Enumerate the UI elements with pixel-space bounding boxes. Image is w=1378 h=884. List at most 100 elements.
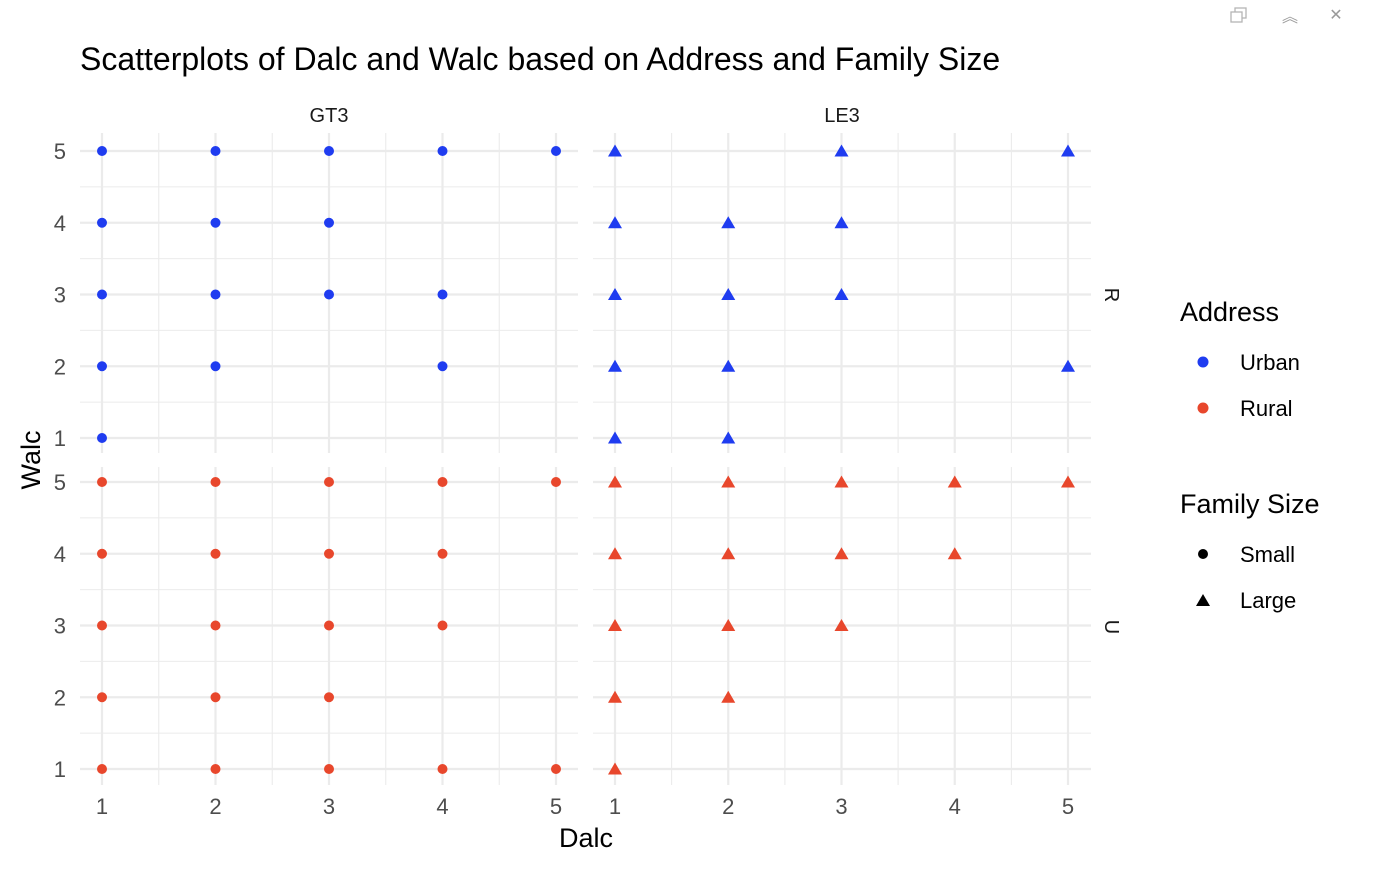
close-icon[interactable]: ✕ [1329, 7, 1343, 24]
data-point-circle [97, 289, 107, 300]
data-point-circle [324, 289, 334, 300]
data-point-circle [210, 289, 221, 300]
data-point-triangle [721, 619, 736, 631]
data-point-triangle [721, 431, 736, 444]
data-point-circle [437, 548, 448, 559]
series-gt3-u [97, 477, 561, 774]
x-tick-label: 2 [209, 794, 221, 819]
y-tick-label: 3 [54, 614, 66, 639]
legend-label-small: Small [1240, 542, 1295, 567]
x-tick-label: 5 [1062, 794, 1074, 819]
data-point-triangle [834, 619, 849, 631]
x-tick-label: 1 [609, 794, 621, 819]
x-tick-label: 5 [550, 794, 562, 819]
legend-title-family-size: Family Size [1180, 489, 1320, 519]
data-point-circle [551, 477, 561, 487]
y-tick-label: 5 [54, 470, 66, 495]
legend-label-rural: Rural [1240, 396, 1293, 421]
x-tick-label: 3 [835, 794, 847, 819]
data-point-triangle [834, 475, 849, 488]
data-point-triangle [834, 547, 849, 560]
data-point-circle [210, 620, 221, 631]
legend-key-large [1196, 594, 1210, 606]
data-point-triangle [608, 359, 622, 372]
data-point-circle [97, 217, 107, 228]
data-point-triangle [608, 288, 622, 300]
data-point-circle [324, 146, 334, 156]
facet-col-label-le3: LE3 [824, 105, 860, 127]
data-point-triangle [947, 475, 962, 488]
legend-label-urban: Urban [1240, 350, 1300, 375]
legend-key-urban [1197, 356, 1209, 368]
data-point-triangle [721, 359, 736, 372]
data-point-circle [97, 620, 107, 631]
data-point-circle [324, 217, 334, 228]
data-point-triangle [947, 547, 962, 560]
data-point-triangle [608, 216, 622, 229]
x-tick-label: 4 [436, 794, 448, 819]
data-point-circle [210, 764, 221, 774]
legend-label-large: Large [1240, 588, 1296, 613]
data-point-triangle [608, 431, 622, 444]
data-point-circle [97, 146, 107, 156]
data-point-triangle [608, 144, 622, 157]
x-tick-label: 1 [96, 794, 108, 819]
data-point-triangle [608, 475, 622, 488]
data-point-triangle [834, 288, 849, 300]
data-point-triangle [608, 547, 622, 560]
y-axis-label: Walc [16, 431, 46, 490]
facet-col-label-gt3: GT3 [310, 105, 349, 127]
data-point-circle [324, 548, 334, 559]
data-point-triangle [721, 288, 736, 300]
popout-icon[interactable] [1228, 4, 1250, 26]
x-tick-label: 2 [722, 794, 734, 819]
data-point-triangle [834, 144, 849, 157]
data-point-circle [210, 477, 221, 487]
data-point-circle [551, 146, 561, 156]
data-point-triangle [721, 216, 736, 229]
data-point-circle [210, 146, 221, 156]
data-point-triangle [1061, 359, 1075, 372]
data-point-triangle [721, 690, 736, 703]
data-point-circle [210, 692, 221, 703]
series-le3-r [608, 144, 1075, 444]
data-point-circle [324, 620, 334, 631]
data-point-circle [97, 548, 107, 559]
data-point-circle [97, 477, 107, 487]
y-tick-label: 5 [54, 139, 66, 164]
popout-icon-glyph [1230, 7, 1247, 23]
data-point-circle [324, 764, 334, 774]
y-tick-label: 4 [54, 211, 66, 236]
y-tick-label: 2 [54, 354, 66, 379]
y-tick-label: 4 [54, 542, 66, 567]
data-point-circle [210, 361, 221, 372]
y-tick-label: 2 [54, 685, 66, 710]
x-axis-label: Dalc [559, 823, 613, 853]
x-tick-label: 4 [949, 794, 961, 819]
chart-title: Scatterplots of Dalc and Walc based on A… [80, 41, 1000, 77]
data-point-triangle [608, 762, 622, 775]
data-point-circle [437, 361, 448, 372]
legend-key-small [1198, 549, 1208, 559]
series-le3-u [608, 475, 1075, 775]
legend-key-rural [1197, 402, 1209, 414]
data-point-triangle [834, 216, 849, 229]
data-point-triangle [1061, 475, 1075, 488]
legend-title-address: Address [1180, 297, 1279, 327]
series-gt3-r [97, 146, 561, 443]
facet-row-label-u: U [1100, 620, 1122, 634]
collapse-icon[interactable]: ︽ [1281, 9, 1298, 26]
y-tick-label: 1 [54, 426, 66, 451]
data-point-circle [437, 477, 448, 487]
data-point-triangle [1061, 144, 1075, 157]
y-tick-label: 3 [54, 283, 66, 308]
data-point-circle [437, 289, 448, 300]
data-point-circle [97, 692, 107, 703]
data-point-circle [551, 764, 561, 774]
data-point-circle [97, 433, 107, 443]
y-tick-label: 1 [54, 757, 66, 782]
x-tick-label: 3 [323, 794, 335, 819]
data-point-circle [97, 361, 107, 372]
data-point-triangle [721, 547, 736, 560]
